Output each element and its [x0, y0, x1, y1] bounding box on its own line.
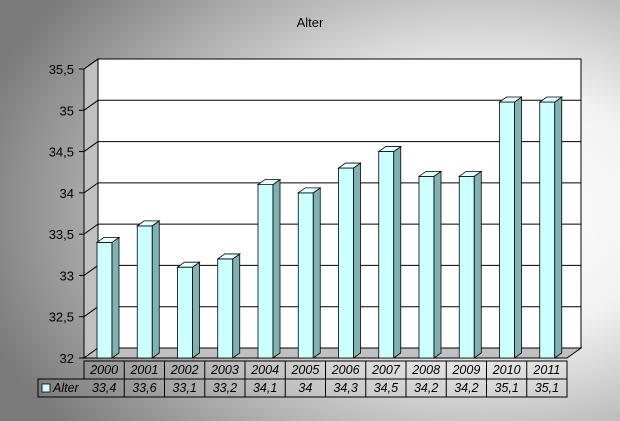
- bar-top: [216, 253, 241, 260]
- bar-side: [272, 178, 281, 359]
- gridline-side: [83, 141, 99, 152]
- y-tick-label: 33,5: [49, 227, 74, 242]
- bar-top: [176, 261, 201, 268]
- data-value-label: 34,2: [414, 381, 438, 395]
- bar: [176, 261, 201, 359]
- bar-side: [433, 170, 442, 359]
- bar-front: [539, 101, 556, 359]
- side-wall: [83, 58, 99, 359]
- bar-side: [151, 220, 160, 359]
- bar-front: [378, 151, 395, 359]
- gridline-side: [83, 223, 99, 235]
- bar-top: [297, 187, 322, 194]
- bar-front: [136, 225, 153, 359]
- bar-side: [192, 261, 200, 359]
- data-value-label: 34,2: [454, 381, 478, 395]
- gridline-side: [83, 58, 99, 70]
- data-value-label: 35,1: [494, 381, 518, 395]
- bar-front: [257, 184, 274, 359]
- data-value-label: 33,2: [213, 381, 237, 395]
- y-tick-label: 34,5: [49, 145, 74, 160]
- bar: [216, 253, 241, 359]
- y-tick-label: 32,5: [49, 310, 74, 325]
- y-tick-label: 32: [60, 351, 74, 366]
- data-value-label: 34,5: [374, 381, 398, 395]
- category-label: 2009: [451, 363, 480, 377]
- data-table: 2000 33,4 2001 33,6 2002 33,1 2003 33,2 2004 34,1…: [37, 360, 568, 398]
- bar-front: [499, 101, 515, 359]
- bar-side: [514, 96, 522, 359]
- data-value-label: 34: [298, 381, 312, 395]
- bar-top: [377, 146, 402, 152]
- legend-label: Alter: [52, 381, 80, 395]
- bar: [458, 170, 483, 359]
- bar-top: [256, 179, 282, 186]
- bar: [417, 170, 443, 359]
- y-tick-label: 35,5: [49, 62, 74, 77]
- bar-side: [232, 253, 241, 359]
- gridline-side: [83, 99, 99, 111]
- y-tick-label: 35: [60, 103, 74, 118]
- floor: [82, 347, 583, 359]
- bar-side: [473, 170, 482, 359]
- gridline-side: [83, 306, 99, 318]
- bar-side: [111, 236, 120, 359]
- bar: [136, 220, 161, 359]
- category-label: 2000: [89, 363, 118, 377]
- category-label: 2004: [250, 363, 279, 377]
- data-value-label: 33,4: [92, 381, 116, 395]
- category-label: 2008: [411, 363, 440, 377]
- data-value-label: 33,1: [172, 381, 196, 395]
- plot-area: 32 32,5 33 33,5 34 34,5 35 35,5: [49, 58, 583, 366]
- bar: [377, 145, 402, 359]
- gridline-side: [83, 265, 99, 276]
- legend-swatch: [41, 383, 51, 393]
- y-tick-label: 33: [60, 268, 74, 283]
- bar: [538, 96, 563, 359]
- bar-front: [177, 266, 193, 359]
- category-label: 2007: [371, 363, 401, 377]
- bar: [95, 236, 121, 359]
- bar-side: [393, 145, 402, 359]
- bar-front: [297, 192, 314, 359]
- bar-front: [458, 175, 475, 359]
- category-label: 2010: [492, 363, 521, 377]
- bar: [297, 187, 322, 359]
- bar-side: [312, 187, 321, 359]
- bar-top: [498, 96, 523, 103]
- bar: [498, 96, 523, 359]
- data-value-label: 34,1: [253, 381, 277, 395]
- bar-top: [417, 170, 443, 177]
- bar-top: [538, 96, 563, 103]
- gridline-side: [83, 182, 99, 194]
- category-label: 2006: [331, 363, 360, 377]
- chart-title: Alter: [297, 15, 324, 30]
- bar-top: [458, 170, 483, 177]
- bar-front: [338, 167, 354, 359]
- bar: [337, 162, 362, 359]
- data-value-label: 35,1: [535, 381, 559, 395]
- category-label: 2002: [170, 363, 199, 377]
- data-value-label: 33,6: [132, 381, 156, 395]
- bar-top: [95, 236, 121, 243]
- data-value-label: 34,3: [333, 381, 357, 395]
- bar-side: [554, 96, 563, 359]
- category-label: 2011: [532, 363, 560, 377]
- bar-front: [418, 175, 435, 359]
- bar-front: [96, 241, 113, 359]
- bar: [256, 178, 282, 359]
- category-label: 2001: [129, 363, 158, 377]
- bar-top: [337, 162, 362, 169]
- bar-side: [353, 162, 361, 359]
- category-label: 2003: [210, 363, 239, 377]
- category-label: 2005: [290, 363, 319, 377]
- y-tick-label: 34: [60, 186, 74, 201]
- bar-front: [217, 258, 234, 359]
- bar-top: [136, 220, 161, 227]
